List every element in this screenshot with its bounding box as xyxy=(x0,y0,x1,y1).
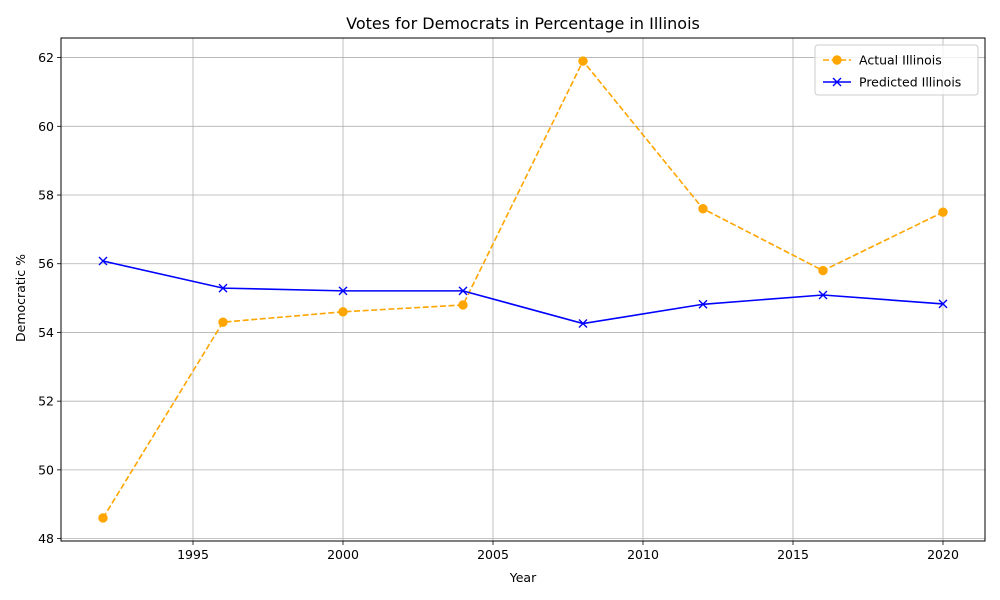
legend-entry-1: Actual Illinois xyxy=(823,53,942,68)
y-tick-label: 56 xyxy=(38,256,54,271)
series-2-point xyxy=(98,256,108,266)
x-tick-label: 2005 xyxy=(477,547,509,562)
series-1-point xyxy=(458,300,468,310)
series-1-point xyxy=(698,204,708,214)
y-tick-label: 52 xyxy=(38,394,54,409)
series-1-point xyxy=(578,56,588,66)
legend-label: Actual Illinois xyxy=(859,53,942,68)
series-2-point xyxy=(938,299,948,309)
y-axis-label: Democratic % xyxy=(13,254,28,342)
x-tick-label: 2000 xyxy=(327,547,359,562)
x-tick-label: 1995 xyxy=(177,547,209,562)
y-tick-label: 50 xyxy=(38,462,54,477)
legend-box xyxy=(814,44,979,96)
series-layer xyxy=(98,56,948,523)
legend-marker xyxy=(832,55,842,65)
legend-marker xyxy=(832,77,842,87)
series-1-line xyxy=(102,59,944,519)
series-1 xyxy=(98,56,948,523)
legend-entry-2: Predicted Illinois xyxy=(823,75,961,90)
y-tick-label: 48 xyxy=(38,531,54,546)
legend: Actual Illinois Predicted Illinois xyxy=(814,44,979,96)
y-tick-label: 62 xyxy=(38,50,54,65)
series-1-point xyxy=(98,513,108,523)
y-tick-label: 54 xyxy=(38,325,54,340)
grid-lines xyxy=(61,38,985,541)
x-tick-label: 2020 xyxy=(927,547,959,562)
series-2 xyxy=(98,256,948,329)
series-1-point xyxy=(818,265,828,276)
x-tick-label: 2015 xyxy=(777,547,809,562)
chart-title: Votes for Democrats in Percentage in Ill… xyxy=(346,14,700,33)
axis-ticks: 1995 2000 2005 2010 2015 2020 48 50 52 54 56 58 60 62 xyxy=(38,50,959,562)
series-2-point xyxy=(458,286,468,296)
series-1-point xyxy=(218,317,228,327)
series-1-point xyxy=(338,307,348,317)
series-2-point xyxy=(578,319,588,329)
x-axis-label: Year xyxy=(509,570,537,585)
y-tick-label: 60 xyxy=(38,119,54,134)
series-2-point xyxy=(338,286,348,296)
series-1-point xyxy=(938,207,948,217)
x-tick-label: 2010 xyxy=(627,547,659,562)
series-2-point xyxy=(218,283,228,293)
series-2-line xyxy=(102,260,944,325)
plot-frame xyxy=(60,37,986,542)
series-2-point xyxy=(698,299,708,309)
series-2-point xyxy=(818,290,828,300)
y-tick-label: 58 xyxy=(38,188,54,203)
legend-label: Predicted Illinois xyxy=(859,75,961,90)
